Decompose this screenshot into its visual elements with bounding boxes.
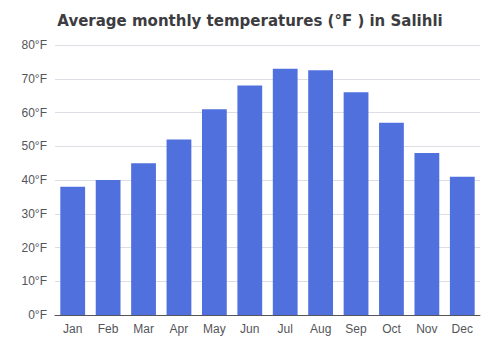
svg-text:10°F: 10°F xyxy=(22,274,47,288)
svg-text:Feb: Feb xyxy=(98,322,119,336)
svg-text:May: May xyxy=(203,322,226,336)
svg-text:Mar: Mar xyxy=(133,322,154,336)
svg-text:80°F: 80°F xyxy=(22,38,47,52)
svg-text:Average monthly temperatures (: Average monthly temperatures (°F ) in Sa… xyxy=(57,12,442,30)
svg-text:40°F: 40°F xyxy=(22,173,47,187)
svg-text:Nov: Nov xyxy=(416,322,437,336)
svg-text:Apr: Apr xyxy=(170,322,189,336)
svg-text:50°F: 50°F xyxy=(22,139,47,153)
svg-text:70°F: 70°F xyxy=(22,72,47,86)
svg-text:Dec: Dec xyxy=(452,322,473,336)
svg-text:Jul: Jul xyxy=(278,322,293,336)
svg-text:Jun: Jun xyxy=(240,322,259,336)
svg-text:60°F: 60°F xyxy=(22,106,47,120)
svg-text:Oct: Oct xyxy=(382,322,401,336)
svg-text:30°F: 30°F xyxy=(22,207,47,221)
svg-text:Aug: Aug xyxy=(310,322,331,336)
svg-text:20°F: 20°F xyxy=(22,241,47,255)
svg-text:Jan: Jan xyxy=(63,322,82,336)
svg-text:Sep: Sep xyxy=(345,322,367,336)
svg-text:0°F: 0°F xyxy=(28,308,47,322)
